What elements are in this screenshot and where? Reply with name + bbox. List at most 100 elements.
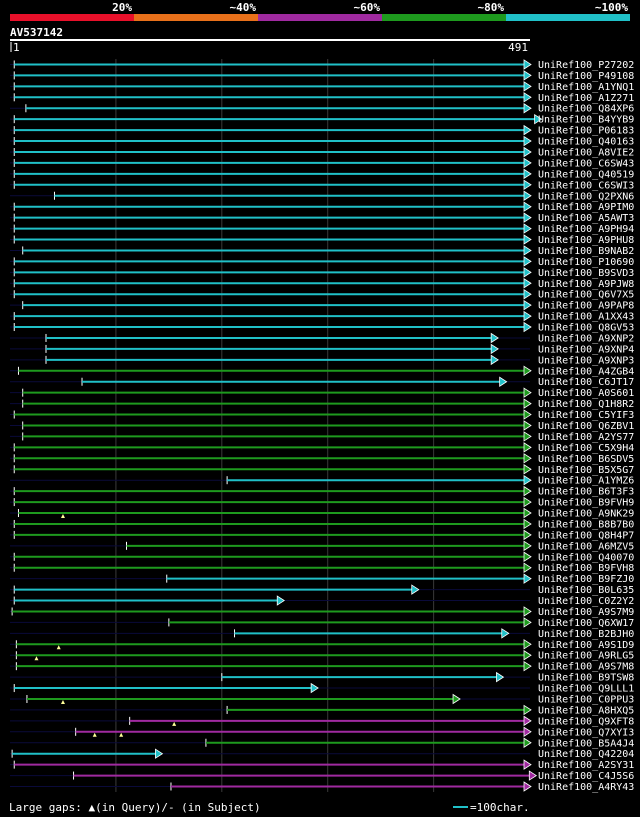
hit-label[interactable]: UniRef100_A9NK29: [538, 509, 634, 520]
hit-label[interactable]: UniRef100_A1Z271: [538, 93, 634, 104]
hit-label[interactable]: UniRef100_Q42204: [538, 749, 634, 760]
hit-end-arrow: [523, 660, 532, 672]
hit-label[interactable]: UniRef100_B9SVD3: [538, 268, 634, 279]
hit-label[interactable]: UniRef100_B2BJH0: [538, 629, 634, 640]
hit-label[interactable]: UniRef100_Q6ZBV1: [538, 421, 634, 432]
hit-label[interactable]: UniRef100_A1XX43: [538, 312, 634, 323]
identity-legend: 20% ~40% ~60% ~80% ~100%: [10, 1, 630, 21]
hit-end-arrow: [534, 113, 543, 125]
hit-label[interactable]: UniRef100_C5X9H4: [538, 443, 634, 454]
ruler-end-label: 491: [508, 41, 528, 54]
query-gap-marker: [92, 732, 97, 737]
hit-label[interactable]: UniRef100_A9XNP4: [538, 344, 634, 355]
hit-label[interactable]: UniRef100_P27202: [538, 60, 634, 71]
hit-label[interactable]: UniRef100_C6SW43: [538, 158, 634, 169]
hit-end-arrow: [490, 343, 499, 355]
hit-label[interactable]: UniRef100_C4J5S6: [538, 771, 634, 782]
ruler-start-label: 1: [13, 41, 20, 54]
query-ruler-bar: [10, 39, 530, 41]
hit-end-arrow: [523, 288, 532, 300]
hit-label[interactable]: UniRef100_Q6V7X5: [538, 290, 634, 301]
hit-label[interactable]: UniRef100_A5AWT3: [538, 213, 634, 224]
hit-label[interactable]: UniRef100_A6MZV5: [538, 541, 634, 552]
hit-label[interactable]: UniRef100_Q84XP6: [538, 104, 634, 115]
hit-label[interactable]: UniRef100_A9PH94: [538, 224, 634, 235]
hit-label[interactable]: UniRef100_A9PIM0: [538, 202, 634, 213]
hit-label[interactable]: UniRef100_B5A4J4: [538, 738, 634, 749]
hit-label[interactable]: UniRef100_C0Z2Y2: [538, 596, 634, 607]
hit-label[interactable]: UniRef100_P10690: [538, 257, 634, 268]
hit-label[interactable]: UniRef100_A9PHU8: [538, 235, 634, 246]
hit-end-arrow: [523, 179, 532, 191]
hit-label[interactable]: UniRef100_B8B7B0: [538, 519, 634, 530]
hit-end-arrow: [523, 135, 532, 147]
hit-label[interactable]: UniRef100_A8VIE2: [538, 147, 634, 158]
hit-label[interactable]: UniRef100_C0PPU3: [538, 694, 634, 705]
hit-label[interactable]: UniRef100_Q7XYI3: [538, 727, 634, 738]
hit-label[interactable]: UniRef100_B6T3F3: [538, 487, 634, 498]
hit-end-arrow: [523, 102, 532, 114]
hit-end-arrow: [523, 190, 532, 201]
hit-label[interactable]: UniRef100_B9NAB2: [538, 246, 634, 257]
hit-label[interactable]: UniRef100_B9TSW8: [538, 673, 634, 684]
hit-end-arrow: [523, 387, 532, 398]
hit-label[interactable]: UniRef100_A2YS77: [538, 432, 634, 443]
hit-label[interactable]: UniRef100_A9PAP8: [538, 301, 634, 312]
hit-end-arrow: [523, 573, 532, 584]
hit-label[interactable]: UniRef100_Q6XW17: [538, 618, 634, 629]
hit-end-arrow: [523, 124, 532, 136]
hit-label[interactable]: UniRef100_A1YMZ6: [538, 476, 634, 487]
hit-label[interactable]: UniRef100_A9PJW8: [538, 279, 634, 290]
hit-label[interactable]: UniRef100_A4ZGB4: [538, 366, 634, 377]
hit-label[interactable]: UniRef100_B9FVH8: [538, 563, 634, 574]
hit-label[interactable]: UniRef100_A4RY43: [538, 782, 634, 793]
hit-label[interactable]: UniRef100_Q9LLL1: [538, 684, 634, 695]
hit-label[interactable]: UniRef100_A9XNP3: [538, 355, 634, 366]
hit-label[interactable]: UniRef100_A9RLG5: [538, 651, 634, 662]
hit-label[interactable]: UniRef100_B5X5G7: [538, 465, 634, 476]
hit-label[interactable]: UniRef100_B4YYB9: [538, 115, 634, 126]
hit-label[interactable]: UniRef100_Q40070: [538, 552, 634, 563]
legend-label-4: ~100%: [595, 1, 628, 14]
hit-label[interactable]: UniRef100_A9S7M8: [538, 662, 634, 673]
hit-label[interactable]: UniRef100_C6JT17: [538, 377, 634, 388]
hit-label[interactable]: UniRef100_A8HXQ5: [538, 705, 634, 716]
hit-label[interactable]: UniRef100_A1YNQ1: [538, 82, 634, 93]
hit-end-arrow: [523, 256, 532, 267]
query-gap-marker: [60, 514, 65, 519]
hit-label[interactable]: UniRef100_A0S601: [538, 388, 634, 399]
hit-label[interactable]: UniRef100_A9XNP2: [538, 333, 634, 344]
hit-label[interactable]: UniRef100_Q9XFT8: [538, 716, 634, 727]
hit-label[interactable]: UniRef100_B0L635: [538, 585, 634, 596]
hit-end-arrow: [523, 562, 532, 573]
hit-label[interactable]: UniRef100_C6SWI3: [538, 180, 634, 191]
hit-end-arrow: [523, 496, 532, 508]
hit-label[interactable]: UniRef100_A2SY31: [538, 760, 634, 771]
legend-label-0: 20%: [112, 1, 132, 14]
hit-label[interactable]: UniRef100_Q8GV53: [538, 323, 634, 334]
hit-end-arrow: [523, 212, 532, 223]
hit-end-arrow: [523, 409, 532, 420]
hit-end-arrow: [490, 354, 499, 366]
hit-end-arrow: [523, 431, 532, 442]
hit-end-arrow: [523, 157, 532, 169]
hit-label[interactable]: UniRef100_Q40163: [538, 137, 634, 148]
legend-swatch-0: [10, 14, 134, 21]
hit-end-arrow: [452, 693, 461, 705]
hit-end-arrow: [523, 234, 532, 245]
hit-label[interactable]: UniRef100_A9S1D9: [538, 640, 634, 651]
hit-label[interactable]: UniRef100_Q2PXN6: [538, 191, 634, 202]
hit-end-arrow: [501, 628, 510, 639]
hit-end-arrow: [523, 453, 532, 464]
hit-label[interactable]: UniRef100_Q1H8R2: [538, 399, 634, 410]
hit-label[interactable]: UniRef100_Q8H4P7: [538, 530, 634, 541]
hit-label[interactable]: UniRef100_B6SDV5: [538, 454, 634, 465]
hit-label[interactable]: UniRef100_Q40519: [538, 169, 634, 180]
hit-label[interactable]: UniRef100_P06183: [538, 126, 634, 137]
hit-label[interactable]: UniRef100_C5YIF3: [538, 410, 634, 421]
hit-label[interactable]: UniRef100_B9FVH9: [538, 498, 634, 509]
hit-label[interactable]: UniRef100_P49108: [538, 71, 634, 82]
hit-label[interactable]: UniRef100_A9S7M9: [538, 607, 634, 618]
hit-label[interactable]: UniRef100_B9FZJ0: [538, 574, 634, 585]
hit-end-arrow: [523, 267, 532, 278]
